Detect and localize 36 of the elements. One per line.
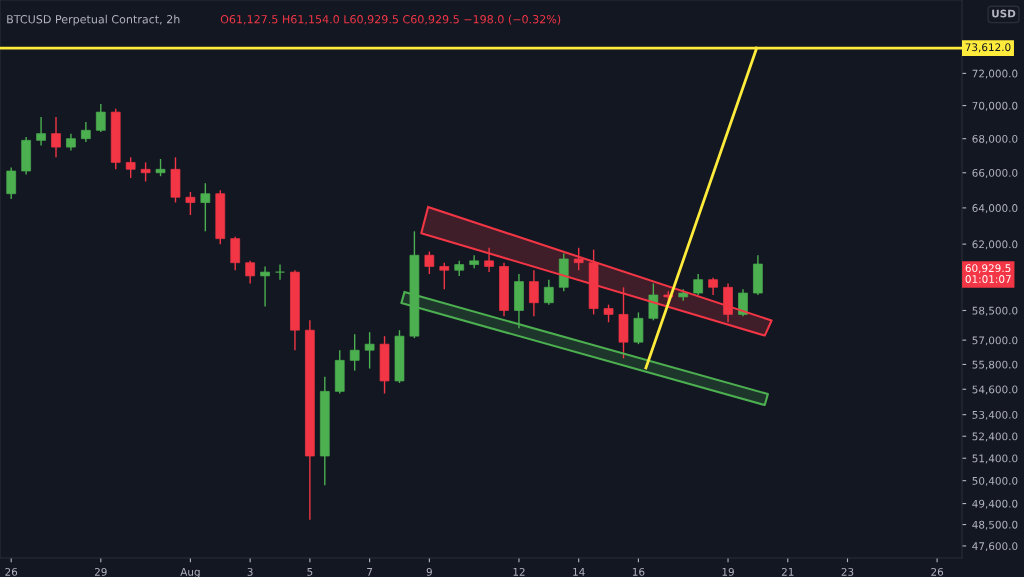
text: 60,929.5 01:01:07 <box>965 264 1011 283</box>
y-tick-label: 62,000.0 <box>972 240 1018 250</box>
x-tick-label: Aug <box>180 568 200 577</box>
y-tick-label: 47,600.0 <box>972 542 1018 552</box>
y-tick-label: 57,000.0 <box>972 336 1018 346</box>
y-tick-label: 70,000.0 <box>972 101 1018 111</box>
x-tick-label: 14 <box>573 568 585 576</box>
x-tick-label: 29 <box>94 567 107 576</box>
x-tick-label: 19 <box>722 567 734 576</box>
y-tick-label: 68,000.0 <box>972 134 1018 144</box>
x-tick-label: 5 <box>307 568 313 576</box>
y-tick-label: 51,400.0 <box>972 454 1018 464</box>
y-tick-label: 52,400.0 <box>972 432 1018 442</box>
y-tick-label: 64,000.0 <box>972 204 1018 214</box>
ref-line-label: 73,612.0 <box>965 43 1011 53</box>
text: USD <box>992 9 1016 18</box>
y-tick-label: 53,400.0 <box>972 410 1018 420</box>
y-tick-label: 48,500.0 <box>972 520 1018 530</box>
x-tick-label: 23 <box>841 567 854 576</box>
y-tick-label: 66,000.0 <box>972 168 1018 178</box>
y-tick-label: 49,400.0 <box>972 499 1018 509</box>
y-tick-label: 54,600.0 <box>972 385 1018 395</box>
y-tick-label: 55,800.0 <box>972 360 1018 370</box>
x-tick-label: 26 <box>5 567 18 576</box>
x-tick-label: 7 <box>367 568 373 576</box>
text: O61,127.5 H61,154.0 L60,929.5 C60,929.5 −198.0 (−0.32%) <box>220 14 561 25</box>
y-tick-label: 58,500.0 <box>972 306 1018 316</box>
x-tick-label: 26 <box>931 567 944 576</box>
x-tick-label: 3 <box>247 567 253 576</box>
y-tick-label: 72,000.0 <box>972 69 1018 79</box>
text: BTCUSD Perpetual Contract, 2h <box>7 14 180 26</box>
x-tick-label: 12 <box>513 567 525 576</box>
x-tick-label: 21 <box>781 567 794 576</box>
x-tick-label: 16 <box>632 567 645 576</box>
y-tick-label: 50,400.0 <box>972 476 1018 486</box>
x-tick-label: 9 <box>426 567 432 576</box>
